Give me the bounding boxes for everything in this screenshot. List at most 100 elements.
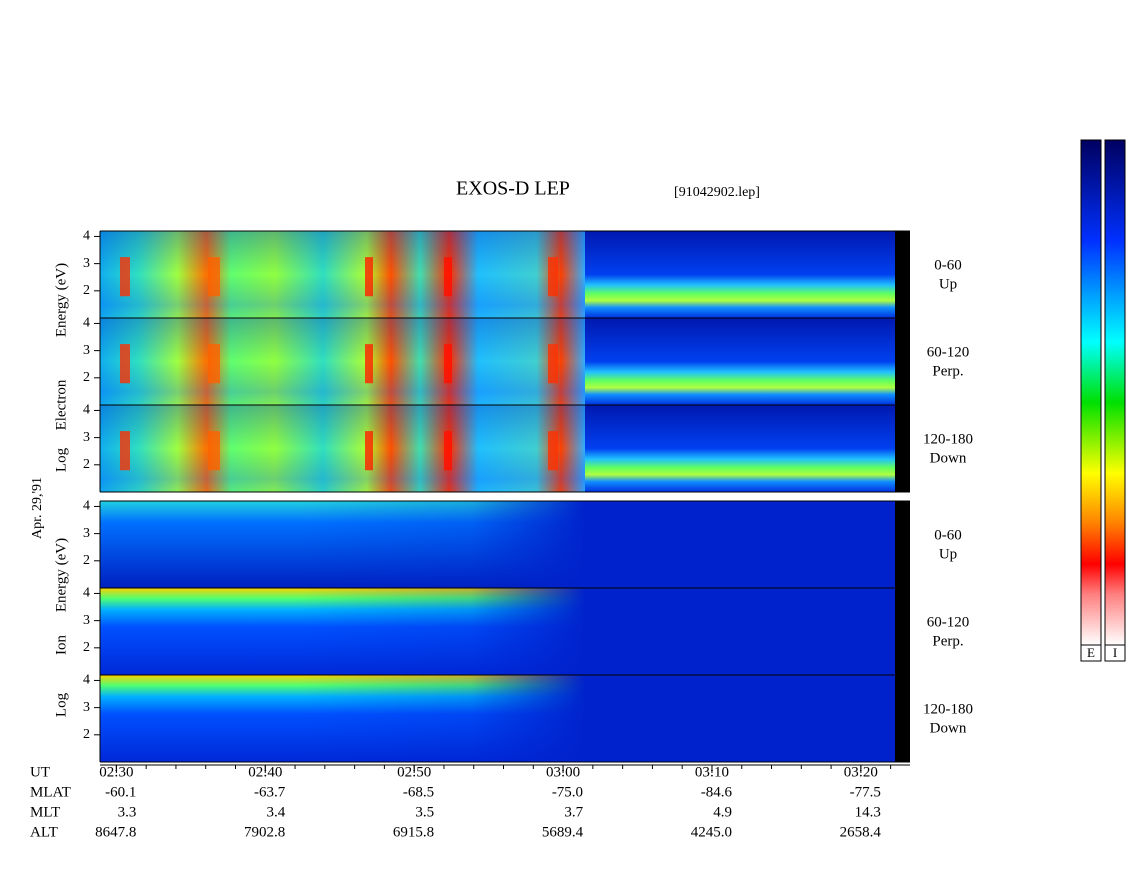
- x-tick-label: 02:30: [99, 764, 133, 780]
- x-tick-label: 03:10: [695, 764, 729, 780]
- ephemeris-value: 2658.4: [840, 824, 882, 840]
- x-tick-label: 02:50: [397, 764, 431, 780]
- ephemeris-value: 4245.0: [691, 824, 732, 840]
- date: Apr. 29,'91: [30, 477, 45, 539]
- y-axis-label: Log: [53, 447, 69, 472]
- y-tick-label: 3: [83, 700, 90, 715]
- ephemeris-label: ALT: [30, 824, 58, 840]
- y-axis-label: Log: [53, 692, 69, 717]
- y-tick-label: 4: [83, 499, 90, 514]
- panel-label: Perp.: [932, 633, 963, 649]
- spectrogram-streak: [444, 344, 452, 384]
- ephemeris-label: MLAT: [30, 784, 71, 800]
- y-tick-label: 2: [83, 553, 90, 568]
- spectrogram-streak: [444, 431, 452, 471]
- y-axis-label: Ion: [53, 635, 69, 655]
- spectrogram-fade: [300, 501, 585, 588]
- spectrogram-streak: [548, 431, 558, 471]
- ephemeris-value: 7902.8: [244, 824, 285, 840]
- panel-label: 0-60: [934, 527, 962, 543]
- panel-label: Perp.: [932, 363, 963, 379]
- data-gap: [895, 318, 910, 405]
- ephemeris-value: 14.3: [855, 804, 881, 820]
- y-tick-label: 2: [83, 370, 90, 385]
- spectrogram-streak: [120, 431, 130, 471]
- ephemeris-value: 8647.8: [95, 824, 136, 840]
- spectrogram-shade: [100, 405, 585, 492]
- data-gap: [895, 675, 910, 762]
- ephemeris-value: -63.7: [254, 784, 286, 800]
- y-tick-label: 3: [83, 256, 90, 271]
- spectrogram-shade: [100, 318, 585, 405]
- y-tick-label: 3: [83, 613, 90, 628]
- spectrogram-streak: [365, 257, 373, 297]
- panel-label: 0-60: [934, 257, 962, 273]
- panel-label: Down: [930, 720, 967, 736]
- ephemeris-value: 3.3: [118, 804, 137, 820]
- spectrogram-streak: [120, 344, 130, 384]
- ephemeris-value: 6915.8: [393, 824, 434, 840]
- x-tick-label: 02:40: [248, 764, 282, 780]
- panel-label: Up: [939, 276, 957, 292]
- ephemeris-value: -84.6: [701, 784, 733, 800]
- color-bar-label-box: [1104, 644, 1126, 662]
- spectrogram-streak: [365, 344, 373, 384]
- y-axis-label: Energy (eV): [53, 263, 69, 337]
- color-bar-label: E: [1087, 645, 1095, 660]
- y-axis-label: Energy (eV): [53, 538, 69, 612]
- data-gap: [895, 405, 910, 492]
- ephemeris-value: -60.1: [105, 784, 136, 800]
- panel-label: 120-180: [923, 431, 973, 447]
- y-tick-label: 4: [83, 229, 90, 244]
- y-tick-label: 4: [83, 316, 90, 331]
- panel-label: 120-180: [923, 701, 973, 717]
- color-bar: [1104, 139, 1126, 646]
- y-tick-label: 2: [83, 457, 90, 472]
- y-axis-label: Electron: [53, 379, 69, 430]
- ephemeris-value: 3.5: [415, 804, 434, 820]
- spectrogram: [585, 231, 895, 318]
- y-tick-label: 2: [83, 640, 90, 655]
- y-tick-label: 4: [83, 673, 90, 688]
- ephemeris-value: 3.7: [564, 804, 583, 820]
- data-gap: [895, 231, 910, 318]
- spectrogram-streak: [548, 257, 558, 297]
- file-name: [91042902.lep]: [674, 185, 760, 200]
- spectrogram-fade: [300, 588, 585, 675]
- y-tick-label: 3: [83, 526, 90, 541]
- spectrogram-streak: [365, 431, 373, 471]
- spectrogram-streak: [548, 344, 558, 384]
- ephemeris-value: 5689.4: [542, 824, 584, 840]
- spectrogram-streak: [120, 257, 130, 297]
- ephemeris-value: -77.5: [850, 784, 881, 800]
- panel-label: Down: [930, 450, 967, 466]
- data-gap: [895, 588, 910, 675]
- title: EXOS-D LEP: [456, 178, 570, 200]
- y-tick-label: 2: [83, 283, 90, 298]
- color-bar-label-box: [1080, 644, 1102, 662]
- color-bar-label: I: [1113, 645, 1117, 660]
- ephemeris-value: -75.0: [552, 784, 583, 800]
- spectrogram-streak: [444, 257, 452, 297]
- x-axis-label: UT: [30, 764, 50, 780]
- spectrogram: [585, 318, 895, 405]
- spectrogram: [585, 405, 895, 492]
- spectrogram-streak: [208, 344, 220, 384]
- spectrogram-streak: [208, 431, 220, 471]
- panel-label: 60-120: [927, 344, 970, 360]
- ephemeris-value: -68.5: [403, 784, 434, 800]
- spectrogram-fade: [300, 675, 585, 762]
- x-tick-label: 03:00: [546, 764, 580, 780]
- ephemeris-value: 3.4: [267, 804, 286, 820]
- ephemeris-label: MLT: [30, 804, 60, 820]
- x-tick-label: 03:20: [844, 764, 878, 780]
- panel-label: Up: [939, 546, 957, 562]
- y-tick-label: 3: [83, 430, 90, 445]
- ephemeris-value: 4.9: [713, 804, 732, 820]
- spectrogram-streak: [208, 257, 220, 297]
- data-gap: [895, 501, 910, 588]
- spectrogram-shade: [100, 231, 585, 318]
- y-tick-label: 2: [83, 727, 90, 742]
- color-bar: [1080, 139, 1102, 646]
